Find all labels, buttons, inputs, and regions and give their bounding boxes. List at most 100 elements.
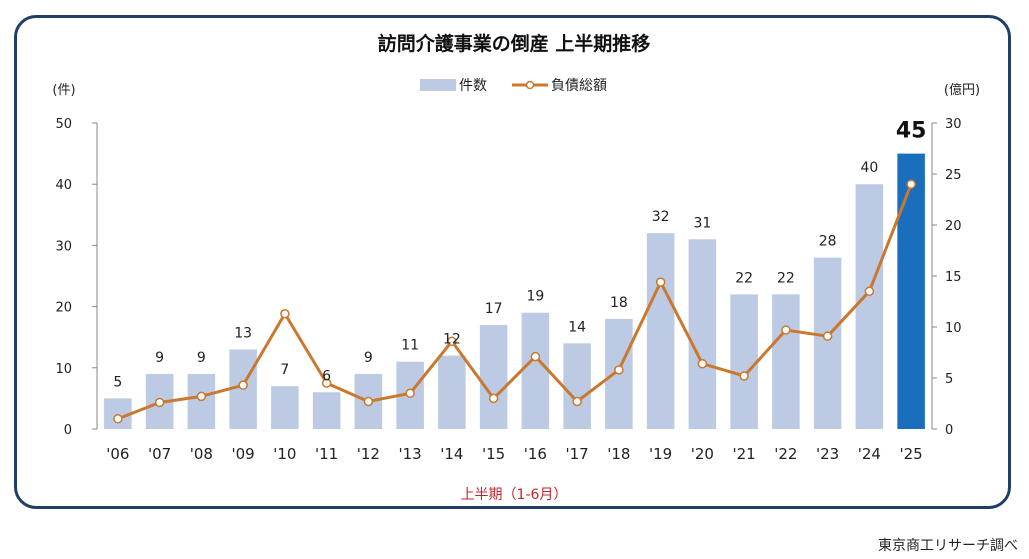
left-tick-label: 30 (55, 239, 72, 254)
chart-frame (14, 15, 1011, 509)
right-tick-label: 15 (945, 270, 962, 285)
line-point (739, 371, 749, 381)
x-tick-label: '22 (774, 445, 797, 463)
left-axis-unit: (件) (52, 83, 75, 98)
line-point (488, 393, 499, 404)
bar-value-label: 31 (693, 215, 711, 231)
bar (479, 324, 508, 429)
axes: 0 10 20 30 40 50 0 5 10 15 20 25 30 '06 '07 '08 '09 '10 '1… (55, 117, 961, 463)
right-tick-label: 20 (945, 219, 962, 234)
x-tick-label: '25 (900, 445, 923, 463)
right-tick-label: 0 (945, 423, 953, 438)
line-point (154, 397, 165, 408)
x-tick-label: '21 (733, 445, 756, 463)
bar-value-label: 40 (860, 160, 878, 176)
x-tick-label: '09 (232, 445, 255, 463)
bar-value-label: 18 (610, 295, 628, 311)
x-tick-label: '18 (607, 445, 630, 463)
bar (813, 257, 842, 429)
x-tick-label: '08 (190, 445, 213, 463)
bar (312, 392, 341, 429)
x-tick-label: '12 (357, 445, 380, 463)
x-tick-label: '14 (440, 445, 463, 463)
legend: 件数 負債総額 (420, 78, 607, 94)
line-path (117, 183, 913, 421)
legend-line-marker (525, 80, 535, 90)
bar-value-label: 7 (280, 362, 289, 378)
x-tick-label: '17 (566, 445, 589, 463)
data-labels: 5 9 9 13 7 6 9 11 12 17 19 14 18 32 31 22 22 28 40 45 (113, 119, 926, 391)
bar (271, 386, 299, 429)
bar-value-label: 5 (113, 374, 122, 390)
legend-bar-label: 件数 (459, 78, 487, 94)
line-point (196, 391, 207, 402)
bar (897, 153, 925, 429)
bar-value-label: 12 (443, 332, 461, 348)
bar-value-label: 6 (322, 368, 331, 384)
x-tick-label: '20 (691, 445, 714, 463)
right-tick-label: 25 (945, 168, 962, 183)
right-tick-label: 30 (945, 117, 962, 132)
line-point (655, 277, 666, 287)
source-note: 東京商工リサーチ調べ (878, 538, 1018, 554)
bar-value-label: 32 (652, 209, 670, 225)
bar (730, 294, 758, 429)
line-point (280, 308, 290, 319)
x-tick-label: '19 (649, 445, 672, 463)
bar (187, 373, 216, 429)
left-tick-label: 0 (64, 423, 72, 438)
line-point (238, 380, 248, 390)
bar (563, 343, 591, 429)
bar (646, 233, 675, 429)
line-point (363, 396, 374, 407)
line-point (405, 388, 415, 399)
right-tick-label: 5 (945, 372, 953, 387)
right-tick-label: 10 (945, 321, 962, 336)
x-tick-label: '16 (524, 445, 547, 463)
line-point (113, 414, 123, 424)
bar (438, 355, 466, 429)
x-tick-label: '06 (106, 445, 129, 463)
right-axis-unit: (億円) (944, 82, 980, 98)
x-tick-label: '07 (148, 445, 171, 463)
left-tick-label: 50 (55, 117, 72, 132)
bar-value-label: 13 (234, 325, 252, 341)
line-point (530, 351, 541, 362)
bar-value-label: 14 (568, 319, 586, 335)
bar-value-label: 22 (777, 270, 795, 286)
bar-value-label: 22 (735, 270, 753, 286)
x-tick-label: '24 (858, 445, 881, 463)
chart-title: 訪問介護事業の倒産 上半期推移 (378, 32, 651, 55)
bar-value-label: 28 (819, 234, 837, 250)
line-point (614, 365, 624, 375)
bar-value-label: 11 (401, 338, 419, 354)
bar-value-label: 17 (485, 301, 503, 317)
legend-bar-swatch (420, 79, 456, 91)
bar-value-label: 9 (197, 350, 206, 366)
x-tick-label: '15 (482, 445, 505, 463)
line-point (781, 325, 791, 335)
bar (521, 312, 550, 429)
bar-value-label: 45 (896, 119, 927, 144)
line-point (697, 358, 708, 369)
bar-value-label: 19 (526, 289, 544, 305)
x-tick-label: '23 (816, 445, 839, 463)
line-series (113, 179, 916, 424)
x-tick-label: '13 (399, 445, 422, 463)
bar-value-label: 9 (364, 350, 373, 366)
bar-value-label: 9 (155, 350, 164, 366)
bar (688, 239, 717, 429)
left-tick-label: 20 (55, 301, 72, 316)
line-point (906, 179, 916, 189)
x-axis-caption: 上半期（1-6月） (461, 487, 568, 503)
legend-line-label: 負債総額 (551, 78, 607, 94)
bar-series (104, 153, 925, 429)
line-point (321, 378, 332, 388)
left-tick-label: 10 (55, 362, 72, 377)
line-point (447, 336, 457, 347)
line-point (822, 331, 833, 341)
x-tick-label: '10 (273, 445, 296, 463)
line-point (864, 286, 875, 297)
line-point (572, 396, 582, 407)
